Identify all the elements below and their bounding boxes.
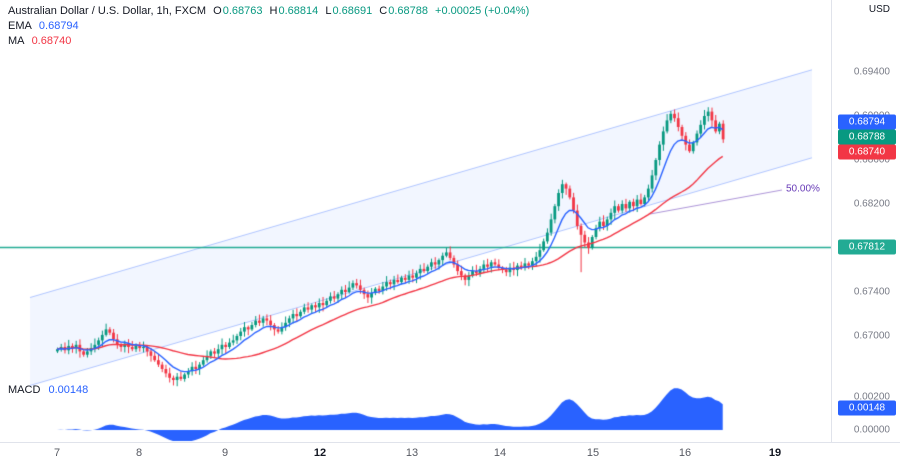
macd-axis-tick: 0.00200 xyxy=(853,391,890,403)
price-axis-tick: 0.68200 xyxy=(853,198,890,210)
time-axis-tick: 16 xyxy=(678,447,692,459)
price-axis[interactable]: USD 0.694000.690000.686000.682000.674000… xyxy=(831,0,900,443)
low-label: L xyxy=(325,5,332,17)
macd-label: MACD xyxy=(8,384,41,396)
macd-axis-tick: 0.00000 xyxy=(853,424,890,436)
time-axis-tick: 19 xyxy=(768,447,782,459)
open-label: O xyxy=(213,5,222,17)
time-axis-tick: 14 xyxy=(493,447,507,459)
time-axis-tick: 8 xyxy=(135,447,143,459)
legend: Australian Dollar / U.S. Dollar, 1h, FXC… xyxy=(8,4,533,49)
symbol-title: Australian Dollar / U.S. Dollar, 1h, FXC… xyxy=(8,5,207,17)
price-axis-tick: 0.69400 xyxy=(853,66,890,78)
price-axis-tick: 0.67400 xyxy=(853,286,890,298)
price-badge: 0.68794 xyxy=(838,114,896,130)
ema-value: 0.68794 xyxy=(38,20,79,32)
macd-indicator-row[interactable]: MACD 0.00148 xyxy=(8,384,93,396)
time-axis-tick: 12 xyxy=(313,447,327,459)
price-badge: 0.00148 xyxy=(838,400,896,416)
time-axis-tick: 7 xyxy=(53,447,61,459)
axis-currency-label: USD xyxy=(868,4,890,15)
close-label: C xyxy=(379,5,388,17)
close-value: 0.68788 xyxy=(388,5,428,17)
high-value: 0.68814 xyxy=(278,5,319,17)
price-axis-tick: 0.67000 xyxy=(853,330,890,342)
time-axis-tick: 15 xyxy=(586,447,600,459)
symbol-info-row[interactable]: Australian Dollar / U.S. Dollar, 1h, FXC… xyxy=(8,4,533,18)
fib-level-label[interactable]: 50.00% xyxy=(786,183,820,195)
time-axis[interactable]: 7 8 9 12 13 14 15 16 19 xyxy=(0,442,900,466)
low-value: 0.68691 xyxy=(332,5,373,17)
price-badge: 0.68788 xyxy=(838,129,896,145)
price-badge: 0.67812 xyxy=(838,239,896,255)
ma-indicator-row[interactable]: MA 0.68740 xyxy=(8,34,533,48)
price-axis-tick: 0.68600 xyxy=(853,154,890,166)
ma-label: MA xyxy=(8,35,25,47)
ma-value: 0.68740 xyxy=(31,35,72,47)
high-label: H xyxy=(269,5,278,17)
time-axis-tick: 13 xyxy=(405,447,419,459)
ema-indicator-row[interactable]: EMA 0.68794 xyxy=(8,19,533,33)
time-axis-tick: 9 xyxy=(221,447,229,459)
macd-value: 0.00148 xyxy=(48,384,89,396)
change-value: +0.00025 (+0.04%) xyxy=(435,5,530,17)
open-value: 0.68763 xyxy=(222,5,263,17)
price-badge: 0.68740 xyxy=(838,144,896,160)
ema-label: EMA xyxy=(8,20,32,32)
